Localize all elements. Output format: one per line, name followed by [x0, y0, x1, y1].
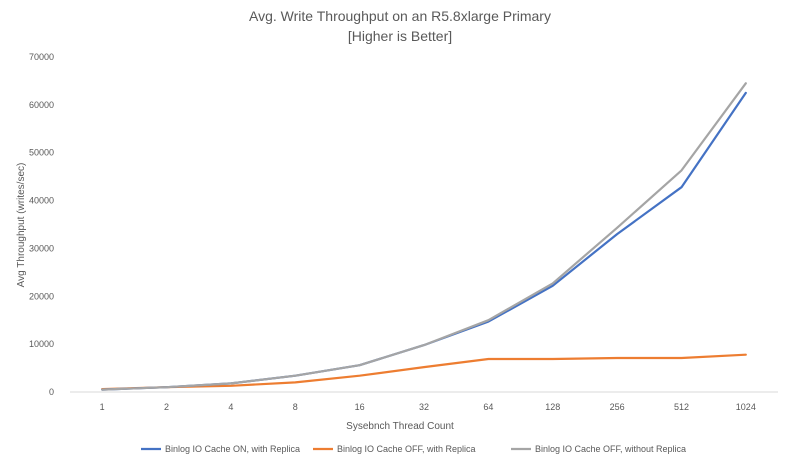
x-tick-label: 64 [483, 402, 493, 412]
x-tick-label: 256 [610, 402, 625, 412]
series-line-3 [101, 82, 747, 391]
chart-title-line-1: Avg. Write Throughput on an R5.8xlarge P… [249, 8, 551, 24]
x-tick-label: 16 [355, 402, 365, 412]
series-lines [101, 82, 747, 391]
x-tick-label: 1024 [736, 402, 756, 412]
x-tick-label: 1 [100, 402, 105, 412]
y-tick-label: 30000 [29, 243, 54, 253]
legend-label-2: Binlog IO Cache OFF, with Replica [337, 444, 476, 454]
x-tick-label: 32 [419, 402, 429, 412]
y-tick-label: 60000 [29, 100, 54, 110]
y-axis-tick-labels: 0 10000 20000 30000 40000 50000 60000 70000 [29, 52, 54, 397]
y-tick-label: 50000 [29, 148, 54, 158]
series-line-2 [101, 353, 747, 391]
x-tick-label: 8 [293, 402, 298, 412]
y-axis-title: Avg Throughput (writes/sec) [16, 163, 27, 288]
x-axis-tick-labels: 1 2 4 8 16 32 64 128 256 512 1024 [100, 402, 756, 412]
legend-label-3: Binlog IO Cache OFF, without Replica [535, 444, 686, 454]
legend: Binlog IO Cache ON, with Replica Binlog I… [141, 444, 686, 454]
y-tick-label: 0 [49, 387, 54, 397]
x-axis-title: Sysebnch Thread Count [346, 421, 454, 432]
y-tick-label: 40000 [29, 196, 54, 206]
x-tick-label: 512 [674, 402, 689, 412]
x-tick-label: 2 [164, 402, 169, 412]
y-tick-label: 20000 [29, 291, 54, 301]
x-tick-label: 128 [545, 402, 560, 412]
y-tick-label: 10000 [29, 339, 54, 349]
x-tick-label: 4 [228, 402, 233, 412]
y-tick-label: 70000 [29, 52, 54, 62]
chart-title: Avg. Write Throughput on an R5.8xlarge P… [249, 8, 551, 44]
chart-title-line-2: [Higher is Better] [348, 28, 452, 44]
legend-label-1: Binlog IO Cache ON, with Replica [165, 444, 300, 454]
